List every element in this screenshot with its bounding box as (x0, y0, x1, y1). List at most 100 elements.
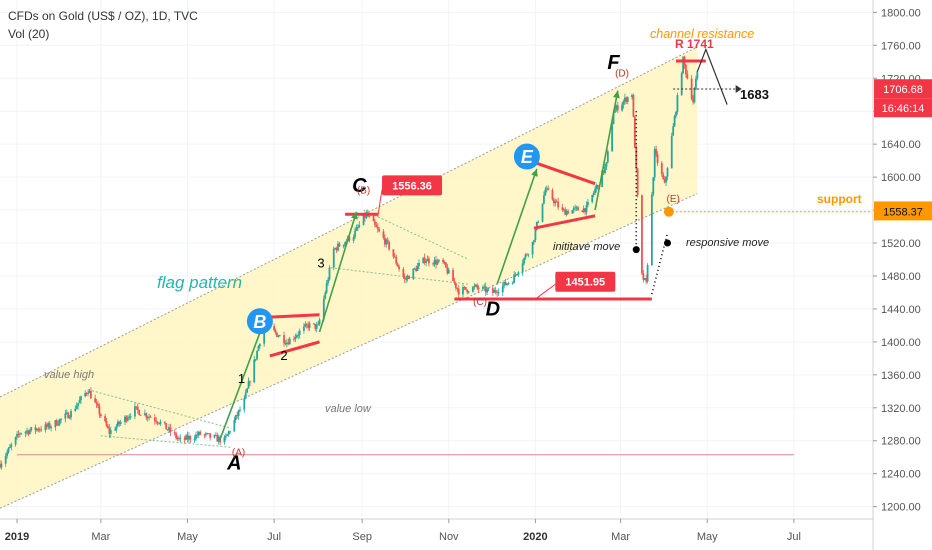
candle-body (433, 259, 436, 265)
candle-body (98, 406, 101, 415)
candle-body (60, 418, 62, 420)
candle-body (653, 149, 656, 178)
candle-body (54, 420, 57, 428)
candle-body (145, 413, 148, 418)
candle-body (80, 396, 82, 401)
value-area-bottom-line (100, 435, 232, 448)
candle-body (544, 189, 547, 196)
candle-body (633, 116, 636, 148)
candle-body (601, 170, 604, 188)
candle-body (533, 240, 535, 242)
candle-body (625, 97, 628, 102)
candle-body (213, 435, 216, 438)
wave-number-2: 2 (280, 348, 287, 363)
projection-path (696, 47, 728, 105)
candle-body (372, 215, 375, 222)
candle-body (642, 273, 645, 280)
candle-body (621, 104, 623, 111)
candle-body (641, 195, 643, 274)
candle-body (362, 215, 365, 226)
candle-body (623, 97, 626, 102)
flag-pattern-label: flag pattern (157, 273, 242, 292)
candle-body (405, 278, 408, 280)
candle-body (396, 263, 399, 267)
candle-body (447, 269, 450, 274)
candle-body (615, 105, 618, 110)
candle-body (511, 282, 514, 284)
responsive-move-dot (663, 239, 671, 247)
candle-body (575, 207, 578, 209)
candle-body (168, 427, 170, 430)
candle-body (452, 269, 454, 282)
candle-body (666, 168, 669, 177)
candle-body (205, 433, 207, 435)
y-tick-label: 1240.00 (881, 469, 921, 481)
flag2-lower-line (533, 214, 596, 230)
candle-body (237, 410, 240, 417)
candle-body (646, 265, 649, 282)
candle-body (78, 400, 81, 404)
candle-body (364, 215, 366, 218)
wave-number-1: 1 (238, 371, 245, 386)
candle-body (84, 393, 87, 397)
candle-body (466, 289, 469, 293)
candle-body (294, 337, 297, 339)
candle-body (403, 277, 406, 280)
candle-body (287, 342, 290, 345)
target-arrowhead (735, 84, 742, 93)
candle-body (206, 433, 209, 435)
candle-body (432, 263, 435, 265)
y-tick-label: 1800.00 (881, 7, 921, 19)
candle-body (582, 208, 585, 213)
candle-body (481, 286, 484, 290)
candle-body (129, 416, 132, 418)
candle-body (584, 208, 587, 213)
wave-label-f: F (607, 52, 620, 74)
wave-sub-label: (D) (615, 69, 629, 80)
candle-body (378, 229, 381, 232)
candle-body (344, 242, 347, 245)
candle-body (104, 416, 106, 422)
candle-body (77, 403, 80, 406)
candle-body (163, 421, 166, 423)
candle-body (278, 335, 281, 337)
price-tag-box (382, 175, 443, 196)
candle-body (315, 324, 318, 329)
wave-sub-label: (E) (667, 194, 680, 205)
candle-body (114, 429, 116, 431)
candle-body (675, 111, 677, 117)
candle-body (109, 430, 112, 434)
candle-body (274, 330, 277, 333)
candle-body (574, 207, 577, 209)
candle-body (297, 334, 300, 336)
candle-body (334, 248, 337, 250)
candle-body (660, 163, 663, 175)
candle-body (594, 189, 596, 194)
candle-body (74, 408, 77, 411)
candle-body (375, 224, 378, 228)
candle-body (435, 259, 437, 265)
candle-body (246, 388, 249, 393)
candle-body (581, 210, 584, 213)
candle-body (496, 292, 498, 294)
x-tick-label: Nov (439, 531, 459, 543)
candle-body (673, 116, 676, 127)
candle-body (216, 435, 219, 442)
candle-body (229, 431, 231, 433)
candle-body (543, 195, 545, 204)
candle-body (36, 428, 38, 431)
responsive-move-label: responsive move (686, 237, 769, 249)
candle-body (175, 433, 178, 439)
candle-body (514, 274, 517, 276)
candle-body (178, 438, 180, 440)
candle-body (277, 336, 280, 338)
candle-body (565, 211, 568, 215)
candle-body (307, 324, 310, 328)
candle-body (611, 124, 614, 152)
candle-body (89, 390, 92, 399)
circle-marker-b (246, 308, 273, 335)
candle-body (314, 323, 317, 329)
candle-body (358, 225, 361, 228)
candle-body (645, 278, 648, 282)
